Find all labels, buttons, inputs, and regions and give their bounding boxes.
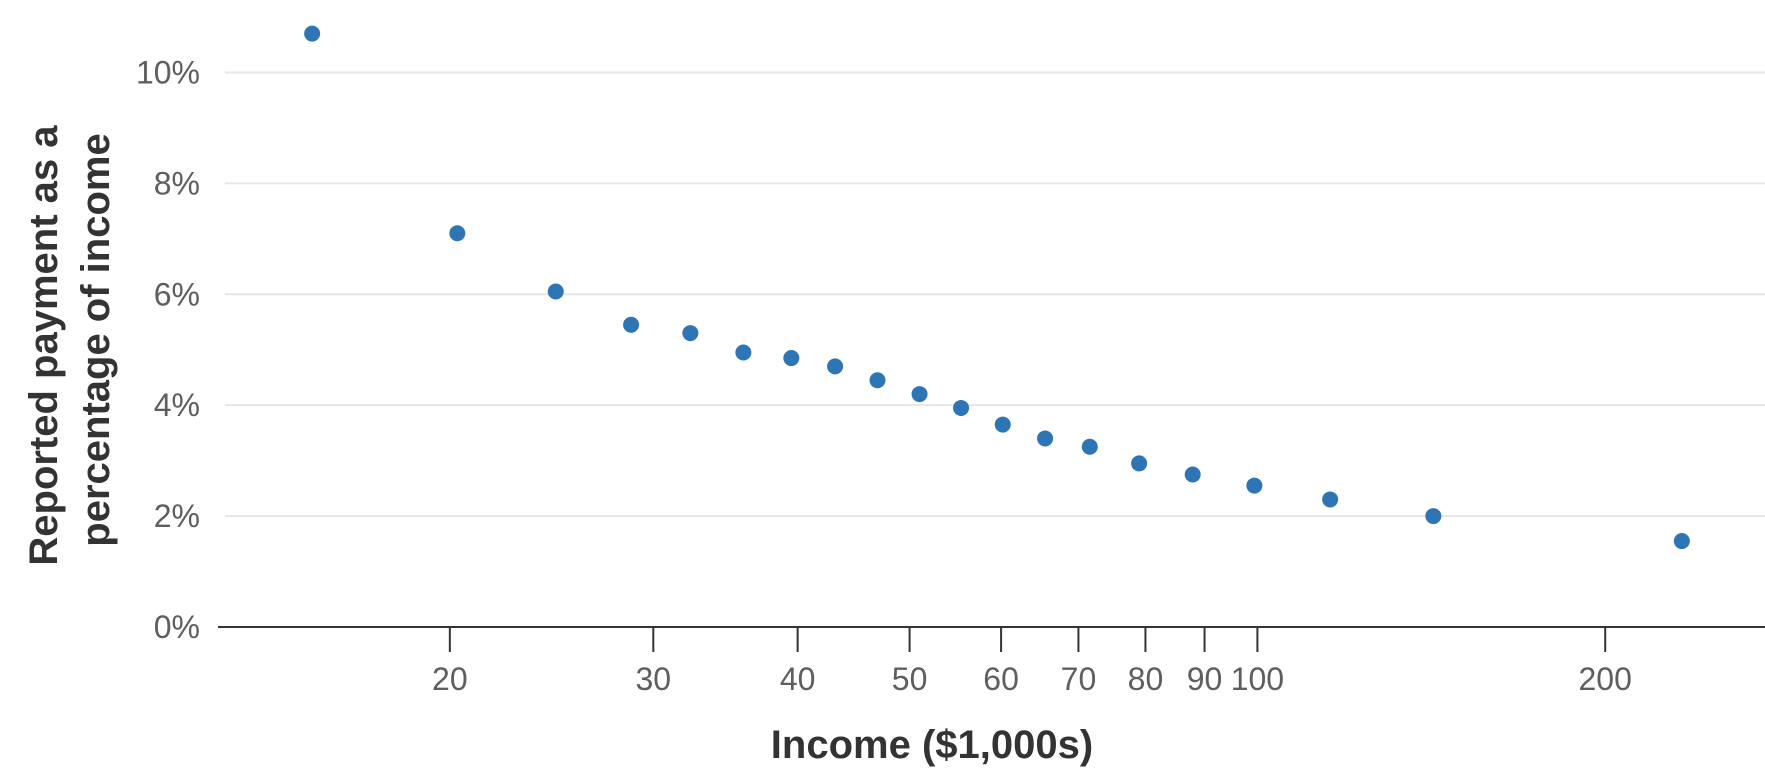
data-point: [547, 283, 564, 300]
data-point: [1184, 466, 1201, 483]
y-axis-title-line-1: Reported payment as a: [22, 125, 66, 566]
data-points: [304, 25, 1690, 550]
data-point: [911, 386, 928, 403]
x-tick-label: 60: [983, 661, 1019, 697]
data-point: [953, 399, 970, 416]
data-point: [1246, 477, 1263, 494]
y-tick-label: 8%: [154, 165, 200, 201]
y-tick-label: 2%: [154, 498, 200, 534]
grid-lines: [225, 71, 1765, 518]
y-tick-label: 0%: [154, 609, 200, 645]
data-point: [682, 325, 699, 342]
data-point: [1081, 438, 1098, 455]
x-tick-label: 50: [892, 661, 928, 697]
data-point: [1037, 430, 1054, 447]
data-point: [1425, 508, 1442, 525]
data-point: [827, 358, 844, 375]
y-tick-label: 4%: [154, 387, 200, 423]
data-point: [869, 372, 886, 389]
x-tick-label: 30: [635, 661, 671, 697]
data-point: [1322, 491, 1339, 508]
x-tick-label: 40: [780, 661, 816, 697]
data-point: [1673, 533, 1690, 550]
x-axis-title: Income ($1,000s): [771, 723, 1093, 767]
x-tick-label: 200: [1579, 661, 1632, 697]
x-tick-label: 100: [1231, 661, 1284, 697]
y-axis-title-line-2: percentage of income: [74, 133, 118, 546]
data-point: [994, 416, 1011, 433]
data-point: [1131, 455, 1148, 472]
axes: 0% 2% 4% 6% 8% 10% 20 30 40 50 60 70 80 90 100 200: [136, 54, 1765, 697]
x-tick-label: 20: [432, 661, 468, 697]
x-tick-label: 70: [1061, 661, 1097, 697]
data-point: [783, 350, 800, 367]
y-tick-label: 10%: [136, 54, 200, 90]
data-point: [304, 25, 321, 42]
data-point: [449, 225, 466, 242]
data-point: [735, 344, 752, 361]
x-tick-label: 80: [1128, 661, 1164, 697]
y-tick-label: 6%: [154, 276, 200, 312]
data-point: [623, 316, 640, 333]
y-axis-title: Reported payment as a percentage of inco…: [22, 114, 118, 565]
x-tick-label: 90: [1187, 661, 1223, 697]
